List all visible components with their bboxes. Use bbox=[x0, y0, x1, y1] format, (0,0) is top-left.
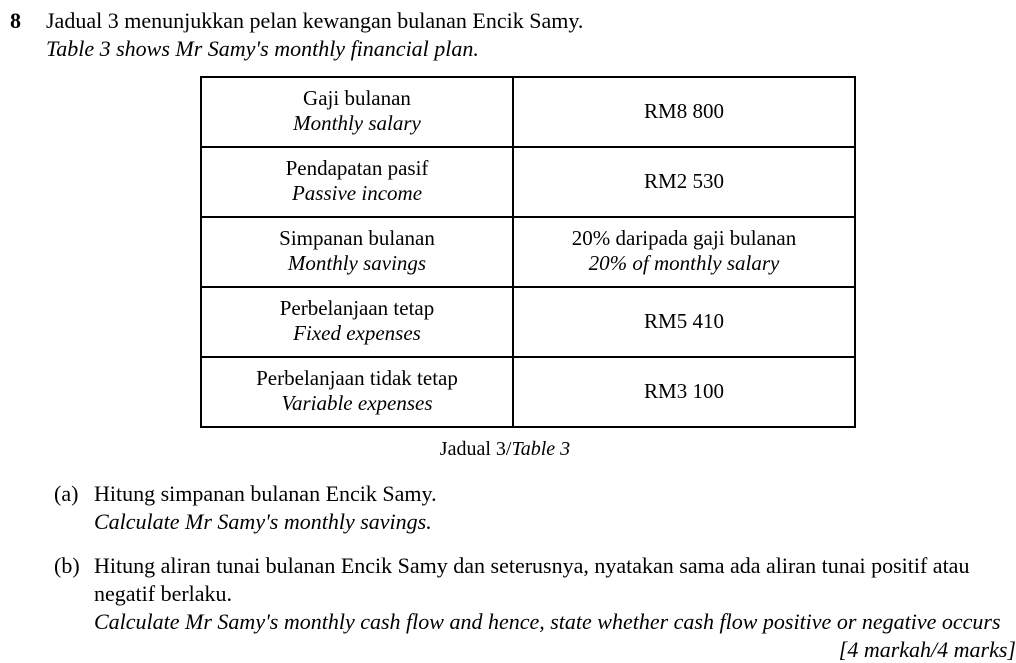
row-value: 20% daripada gaji bulanan 20% of monthly… bbox=[513, 217, 855, 287]
row-label: Perbelanjaan tidak tetap Variable expens… bbox=[201, 357, 513, 427]
table-row: Perbelanjaan tidak tetap Variable expens… bbox=[201, 357, 855, 427]
label-ms: Pendapatan pasif bbox=[212, 156, 502, 181]
part-a-text-ms: Hitung simpanan bulanan Encik Samy. bbox=[94, 481, 437, 507]
label-en: Monthly salary bbox=[212, 111, 502, 136]
table-caption: Jadual 3/Table 3 bbox=[200, 438, 810, 461]
value-ms: RM8 800 bbox=[644, 99, 724, 123]
table-row: Pendapatan pasif Passive income RM2 530 bbox=[201, 147, 855, 217]
part-a-label: (a) bbox=[54, 481, 84, 507]
question-line: 8 Jadual 3 menunjukkan pelan kewangan bu… bbox=[10, 8, 1006, 34]
value-ms: RM2 530 bbox=[644, 169, 724, 193]
question-text-ms: Jadual 3 menunjukkan pelan kewangan bula… bbox=[46, 8, 583, 34]
part-b-text-en: Calculate Mr Samy's monthly cash flow an… bbox=[94, 609, 1016, 635]
part-b-text-ms-1: Hitung aliran tunai bulanan Encik Samy d… bbox=[94, 553, 1006, 579]
value-ms: RM5 410 bbox=[644, 309, 724, 333]
part-a-text-en: Calculate Mr Samy's monthly savings. bbox=[94, 509, 1006, 535]
value-en: 20% of monthly salary bbox=[524, 251, 844, 276]
caption-en: Table 3 bbox=[511, 438, 570, 460]
label-ms: Perbelanjaan tetap bbox=[212, 296, 502, 321]
table-row: Gaji bulanan Monthly salary RM8 800 bbox=[201, 77, 855, 147]
row-label: Gaji bulanan Monthly salary bbox=[201, 77, 513, 147]
label-en: Monthly savings bbox=[212, 251, 502, 276]
row-value: RM5 410 bbox=[513, 287, 855, 357]
label-ms: Perbelanjaan tidak tetap bbox=[212, 366, 502, 391]
row-label: Simpanan bulanan Monthly savings bbox=[201, 217, 513, 287]
row-value: RM2 530 bbox=[513, 147, 855, 217]
question-text-en: Table 3 shows Mr Samy's monthly financia… bbox=[46, 36, 1006, 62]
part-b: (b) Hitung aliran tunai bulanan Encik Sa… bbox=[54, 553, 1006, 579]
caption-ms: Jadual 3 bbox=[440, 438, 506, 460]
part-b-text-ms-2: negatif berlaku. bbox=[94, 581, 1006, 607]
value-ms: 20% daripada gaji bulanan bbox=[572, 226, 797, 250]
label-ms: Gaji bulanan bbox=[212, 86, 502, 111]
row-value: RM8 800 bbox=[513, 77, 855, 147]
row-label: Perbelanjaan tetap Fixed expenses bbox=[201, 287, 513, 357]
financial-table: Gaji bulanan Monthly salary RM8 800 Pend… bbox=[200, 76, 856, 428]
label-en: Passive income bbox=[212, 181, 502, 206]
question-number: 8 bbox=[10, 8, 36, 34]
part-a: (a) Hitung simpanan bulanan Encik Samy. bbox=[54, 481, 1006, 507]
row-label: Pendapatan pasif Passive income bbox=[201, 147, 513, 217]
table-row: Simpanan bulanan Monthly savings 20% dar… bbox=[201, 217, 855, 287]
label-en: Fixed expenses bbox=[212, 321, 502, 346]
value-ms: RM3 100 bbox=[644, 379, 724, 403]
label-en: Variable expenses bbox=[212, 391, 502, 416]
page: 8 Jadual 3 menunjukkan pelan kewangan bu… bbox=[0, 0, 1016, 632]
marks: [4 markah/4 marks] bbox=[10, 637, 1016, 663]
part-b-label: (b) bbox=[54, 553, 84, 579]
row-value: RM3 100 bbox=[513, 357, 855, 427]
table-row: Perbelanjaan tetap Fixed expenses RM5 41… bbox=[201, 287, 855, 357]
label-ms: Simpanan bulanan bbox=[212, 226, 502, 251]
